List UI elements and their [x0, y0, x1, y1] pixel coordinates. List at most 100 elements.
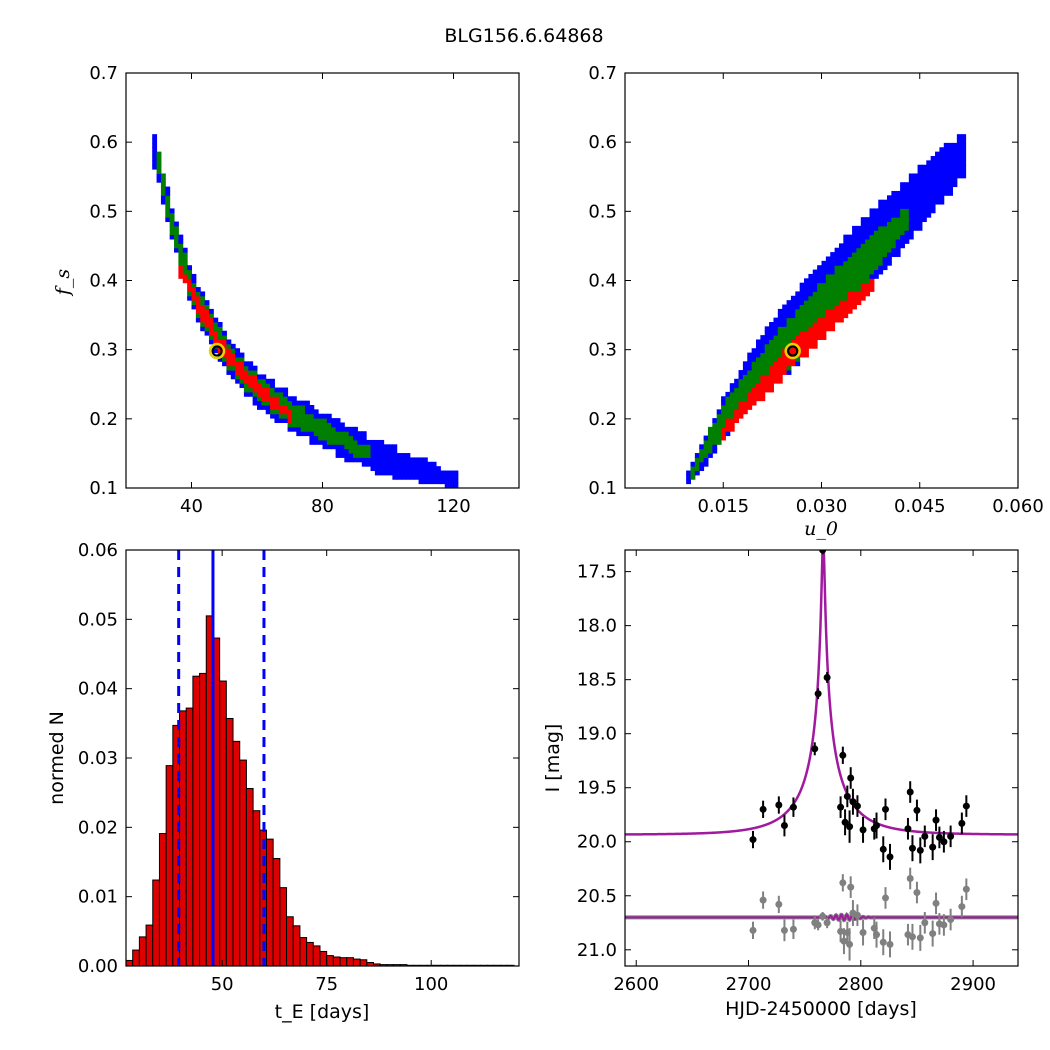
heatmap-cell [790, 317, 796, 323]
heatmap-cell [296, 409, 302, 415]
heatmap-cell [952, 160, 958, 166]
heatmap-cell [414, 466, 420, 472]
heatmap-cell [804, 317, 809, 323]
heatmap-cell [935, 190, 940, 196]
heatmap-cell [374, 466, 380, 472]
data-point [837, 803, 845, 811]
heatmap-cell [773, 335, 779, 340]
data-point [846, 823, 854, 831]
heatmap-cell [847, 256, 853, 262]
heatmap-cell [882, 256, 888, 262]
heatmap-cell [331, 444, 337, 450]
heatmap-cell [790, 361, 796, 367]
heatmap-cell [869, 260, 875, 266]
heatmap-cell [248, 370, 254, 375]
heatmap-cell [257, 405, 262, 410]
heatmap-cell [357, 444, 363, 450]
heatmap-cell [287, 422, 293, 428]
heatmap-cell [427, 466, 433, 472]
x-axis-label: t_E [days] [275, 1001, 370, 1023]
heatmap-cell [799, 343, 805, 349]
heatmap-cell [830, 265, 836, 271]
heatmap-cell [208, 313, 214, 319]
heatmap-cell [917, 199, 923, 205]
heatmap-cell [769, 352, 774, 358]
heatmap-cell [366, 461, 372, 467]
heatmap-cell [261, 391, 267, 397]
data-point [929, 843, 937, 851]
heatmap-cell [817, 282, 822, 288]
heatmap-cell [847, 291, 853, 297]
heatmap-cell [808, 339, 814, 345]
heatmap-cell [747, 396, 753, 402]
heatmap-cell [686, 479, 691, 485]
heatmap-cell [265, 391, 271, 397]
heatmap-cell [769, 343, 774, 349]
histogram-bar [252, 810, 261, 967]
heatmap-cell [799, 348, 805, 354]
heatmap-cell [782, 361, 788, 367]
heatmap-cell [703, 435, 709, 441]
heatmap-cell [821, 322, 827, 327]
heatmap-cell [817, 295, 822, 301]
heatmap-cell [887, 234, 892, 240]
heatmap-cell [300, 426, 306, 432]
heatmap-cell [804, 322, 809, 327]
heatmap-cell [935, 199, 940, 205]
heatmap-cell [795, 339, 801, 345]
heatmap-cell [230, 343, 236, 349]
heatmap-cell [952, 182, 958, 188]
heatmap-cell [729, 383, 735, 389]
heatmap-cell [904, 221, 910, 227]
heatmap-cell [187, 265, 192, 271]
heatmap-cell [339, 439, 345, 445]
heatmap-cell [751, 365, 757, 371]
heatmap-cell [217, 356, 223, 362]
heatmap-cell [786, 339, 792, 345]
heatmap-cell [204, 326, 210, 332]
heatmap-cell [891, 190, 897, 196]
heatmap-cell [852, 291, 857, 297]
heatmap-cell [795, 295, 801, 301]
heatmap-cell [283, 413, 289, 419]
heatmap-cell [843, 260, 849, 266]
heatmap-cell [904, 190, 910, 196]
heatmap-cell [804, 330, 809, 336]
heatmap-cell [431, 474, 437, 480]
heatmap-cell [165, 204, 171, 209]
heatmap-cell [860, 278, 866, 284]
heatmap-cell [808, 282, 814, 288]
heatmap-cell [943, 147, 949, 153]
heatmap-cell [830, 269, 836, 275]
heatmap-cell [825, 300, 831, 306]
heatmap-cell [895, 204, 901, 209]
heatmap-cell [882, 230, 888, 236]
heatmap-cell [756, 352, 761, 358]
heatmap-cell [777, 330, 783, 336]
heatmap-cell [873, 252, 879, 257]
heatmap-cell [357, 435, 363, 441]
heatmap-cell [204, 330, 210, 336]
heatmap-cell [817, 273, 822, 279]
heatmap-cell [913, 221, 919, 227]
heatmap-cell [160, 195, 166, 201]
heatmap-cell [887, 199, 892, 205]
heatmap-cell [921, 217, 927, 223]
heatmap-cell [322, 422, 328, 428]
histogram-bar [239, 759, 247, 967]
best-fit-marker [784, 342, 801, 360]
heatmap-cell [388, 444, 393, 450]
heatmap-cell [392, 457, 398, 463]
heatmap-cell [834, 291, 840, 297]
heatmap-cell [825, 260, 831, 266]
heatmap-cell [904, 234, 910, 240]
heatmap-cell [326, 444, 332, 450]
heatmap-cell [296, 413, 302, 419]
heatmap-cell [856, 291, 862, 297]
y-tick-label: 0.6 [89, 132, 118, 153]
heatmap-cell [808, 278, 814, 284]
y-tick-label: 0.2 [588, 409, 617, 430]
histogram-bar [326, 955, 334, 967]
heatmap-cell [782, 365, 788, 371]
histogram-bar [132, 949, 140, 967]
